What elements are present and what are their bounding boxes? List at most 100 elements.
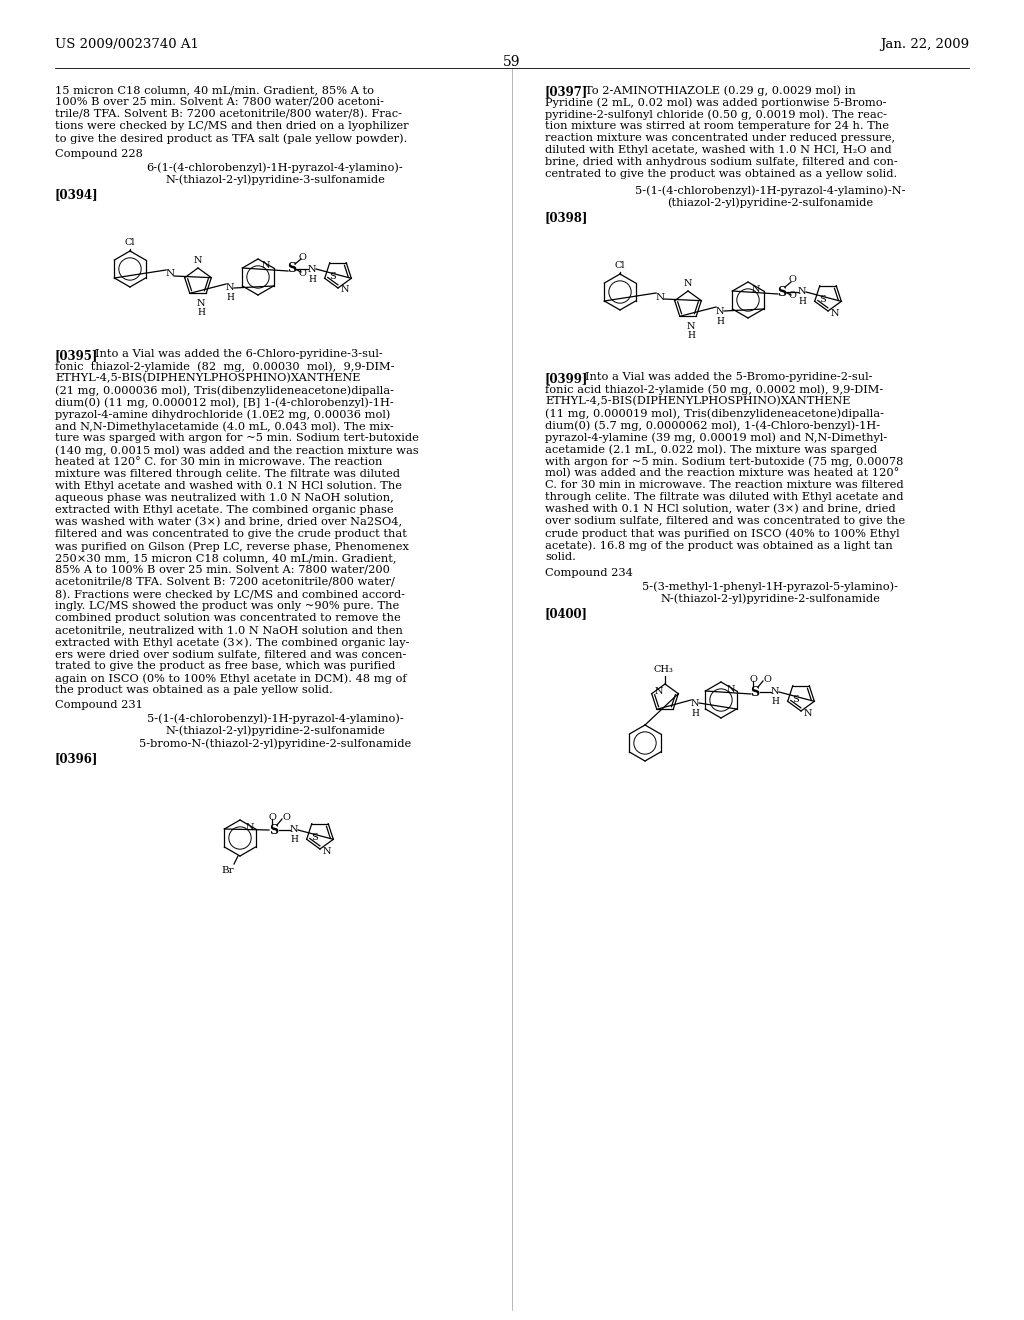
Text: ETHYL-4,5-BIS(DIPHENYLPHOSPHINO)XANTHENE: ETHYL-4,5-BIS(DIPHENYLPHOSPHINO)XANTHENE <box>55 374 360 383</box>
Text: 85% A to 100% B over 25 min. Solvent A: 7800 water/200: 85% A to 100% B over 25 min. Solvent A: … <box>55 565 390 576</box>
Text: N: N <box>197 300 206 309</box>
Text: H: H <box>798 297 806 306</box>
Text: ETHYL-4,5-BIS(DIPHENYLPHOSPHINO)XANTHENE: ETHYL-4,5-BIS(DIPHENYLPHOSPHINO)XANTHENE <box>545 396 850 407</box>
Text: acetonitrile, neutralized with 1.0 N NaOH solution and then: acetonitrile, neutralized with 1.0 N NaO… <box>55 624 402 635</box>
Text: [0399]: [0399] <box>545 372 589 385</box>
Text: mol) was added and the reaction mixture was heated at 120°: mol) was added and the reaction mixture … <box>545 469 899 479</box>
Text: N: N <box>716 306 724 315</box>
Text: N: N <box>798 288 806 297</box>
Text: tions were checked by LC/MS and then dried on a lyophilizer: tions were checked by LC/MS and then dri… <box>55 121 409 131</box>
Text: crude product that was purified on ISCO (40% to 100% Ethyl: crude product that was purified on ISCO … <box>545 528 900 539</box>
Text: S: S <box>777 285 786 298</box>
Text: H: H <box>771 697 779 706</box>
Text: H: H <box>716 317 724 326</box>
Text: 8). Fractions were checked by LC/MS and combined accord-: 8). Fractions were checked by LC/MS and … <box>55 589 406 599</box>
Text: H: H <box>691 709 699 718</box>
Text: N: N <box>290 825 298 834</box>
Text: Br: Br <box>221 866 234 875</box>
Text: acetate). 16.8 mg of the product was obtained as a light tan: acetate). 16.8 mg of the product was obt… <box>545 540 893 550</box>
Text: the product was obtained as a pale yellow solid.: the product was obtained as a pale yello… <box>55 685 333 696</box>
Text: tion mixture was stirred at room temperature for 24 h. The: tion mixture was stirred at room tempera… <box>545 121 889 131</box>
Text: C. for 30 min in microwave. The reaction mixture was filtered: C. for 30 min in microwave. The reaction… <box>545 480 903 490</box>
Text: combined product solution was concentrated to remove the: combined product solution was concentrat… <box>55 612 400 623</box>
Text: N: N <box>726 685 734 693</box>
Text: N-(thiazol-2-yl)pyridine-2-sulfonamide: N-(thiazol-2-yl)pyridine-2-sulfonamide <box>165 725 385 735</box>
Text: trile/8 TFA. Solvent B: 7200 acetonitrile/800 water/8). Frac-: trile/8 TFA. Solvent B: 7200 acetonitril… <box>55 110 402 119</box>
Text: 15 micron C18 column, 40 mL/min. Gradient, 85% A to: 15 micron C18 column, 40 mL/min. Gradien… <box>55 84 374 95</box>
Text: O: O <box>282 813 290 821</box>
Text: N: N <box>684 279 692 288</box>
Text: N: N <box>654 688 664 696</box>
Text: S: S <box>269 824 279 837</box>
Text: filtered and was concentrated to give the crude product that: filtered and was concentrated to give th… <box>55 529 407 539</box>
Text: extracted with Ethyl acetate (3×). The combined organic lay-: extracted with Ethyl acetate (3×). The c… <box>55 638 410 648</box>
Text: H: H <box>687 331 695 341</box>
Text: S: S <box>288 263 297 276</box>
Text: was washed with water (3×) and brine, dried over Na2SO4,: was washed with water (3×) and brine, dr… <box>55 517 402 528</box>
Text: N: N <box>225 284 234 293</box>
Text: N: N <box>831 309 840 318</box>
Text: S: S <box>310 833 317 842</box>
Text: N: N <box>691 698 699 708</box>
Text: trated to give the product as free base, which was purified: trated to give the product as free base,… <box>55 661 395 671</box>
Text: brine, dried with anhydrous sodium sulfate, filtered and con-: brine, dried with anhydrous sodium sulfa… <box>545 157 898 168</box>
Text: Cl: Cl <box>614 261 626 271</box>
Text: again on ISCO (0% to 100% Ethyl acetate in DCM). 48 mg of: again on ISCO (0% to 100% Ethyl acetate … <box>55 673 407 684</box>
Text: CH₃: CH₃ <box>653 665 673 675</box>
Text: (21 mg, 0.000036 mol), Tris(dibenzylideneacetone)dipalla-: (21 mg, 0.000036 mol), Tris(dibenzyliden… <box>55 385 394 396</box>
Text: N: N <box>341 285 349 294</box>
Text: N: N <box>166 269 174 279</box>
Text: N: N <box>687 322 695 331</box>
Text: pyridine-2-sulfonyl chloride (0.50 g, 0.0019 mol). The reac-: pyridine-2-sulfonyl chloride (0.50 g, 0.… <box>545 110 887 120</box>
Text: O: O <box>298 268 306 277</box>
Text: [0396]: [0396] <box>55 752 98 766</box>
Text: N-(thiazol-2-yl)pyridine-3-sulfonamide: N-(thiazol-2-yl)pyridine-3-sulfonamide <box>165 174 385 185</box>
Text: pyrazol-4-ylamine (39 mg, 0.00019 mol) and N,N-Dimethyl-: pyrazol-4-ylamine (39 mg, 0.00019 mol) a… <box>545 432 887 442</box>
Text: Compound 228: Compound 228 <box>55 149 143 158</box>
Text: S: S <box>792 694 799 704</box>
Text: H: H <box>308 275 316 284</box>
Text: N: N <box>771 688 779 697</box>
Text: dium(0) (11 mg, 0.000012 mol), [B] 1-(4-chlorobenzyl)-1H-: dium(0) (11 mg, 0.000012 mol), [B] 1-(4-… <box>55 397 394 408</box>
Text: 5-(1-(4-chlorobenzyl)-1H-pyrazol-4-ylamino)-: 5-(1-(4-chlorobenzyl)-1H-pyrazol-4-ylami… <box>146 713 403 723</box>
Text: was purified on Gilson (Prep LC, reverse phase, Phenomenex: was purified on Gilson (Prep LC, reverse… <box>55 541 409 552</box>
Text: Compound 231: Compound 231 <box>55 700 143 710</box>
Text: [0394]: [0394] <box>55 187 98 201</box>
Text: 59: 59 <box>503 55 521 69</box>
Text: pyrazol-4-amine dihydrochloride (1.0E2 mg, 0.00036 mol): pyrazol-4-amine dihydrochloride (1.0E2 m… <box>55 409 390 420</box>
Text: S: S <box>818 294 825 304</box>
Text: washed with 0.1 N HCl solution, water (3×) and brine, dried: washed with 0.1 N HCl solution, water (3… <box>545 504 896 515</box>
Text: [0397]: [0397] <box>545 84 588 98</box>
Text: ingly. LC/MS showed the product was only ~90% pure. The: ingly. LC/MS showed the product was only… <box>55 601 399 611</box>
Text: fonic acid thiazol-2-ylamide (50 mg, 0.0002 mol), 9,9-DIM-: fonic acid thiazol-2-ylamide (50 mg, 0.0… <box>545 384 884 395</box>
Text: H: H <box>226 293 233 302</box>
Text: acetonitrile/8 TFA. Solvent B: 7200 acetonitrile/800 water/: acetonitrile/8 TFA. Solvent B: 7200 acet… <box>55 577 395 587</box>
Text: 5-(1-(4-chlorobenzyl)-1H-pyrazol-4-ylamino)-N-: 5-(1-(4-chlorobenzyl)-1H-pyrazol-4-ylami… <box>635 185 905 195</box>
Text: N-(thiazol-2-yl)pyridine-2-sulfonamide: N-(thiazol-2-yl)pyridine-2-sulfonamide <box>660 593 880 603</box>
Text: 5-(3-methyl-1-phenyl-1H-pyrazol-5-ylamino)-: 5-(3-methyl-1-phenyl-1H-pyrazol-5-ylamin… <box>642 581 898 591</box>
Text: (11 mg, 0.000019 mol), Tris(dibenzylideneacetone)dipalla-: (11 mg, 0.000019 mol), Tris(dibenzyliden… <box>545 408 884 418</box>
Text: mixture was filtered through celite. The filtrate was diluted: mixture was filtered through celite. The… <box>55 469 400 479</box>
Text: Cl: Cl <box>125 238 135 247</box>
Text: N: N <box>308 264 316 273</box>
Text: (thiazol-2-yl)pyridine-2-sulfonamide: (thiazol-2-yl)pyridine-2-sulfonamide <box>667 197 873 207</box>
Text: N: N <box>655 293 665 301</box>
Text: reaction mixture was concentrated under reduced pressure,: reaction mixture was concentrated under … <box>545 133 895 143</box>
Text: fonic  thiazol-2-ylamide  (82  mg,  0.00030  mol),  9,9-DIM-: fonic thiazol-2-ylamide (82 mg, 0.00030 … <box>55 360 394 371</box>
Text: O: O <box>750 675 757 684</box>
Text: [0400]: [0400] <box>545 607 588 620</box>
Text: [0398]: [0398] <box>545 211 589 224</box>
Text: solid.: solid. <box>545 552 575 562</box>
Text: O: O <box>788 276 796 285</box>
Text: over sodium sulfate, filtered and was concentrated to give the: over sodium sulfate, filtered and was co… <box>545 516 905 525</box>
Text: N: N <box>804 709 812 718</box>
Text: with argon for ~5 min. Sodium tert-butoxide (75 mg, 0.00078: with argon for ~5 min. Sodium tert-butox… <box>545 455 903 466</box>
Text: N: N <box>751 285 760 293</box>
Text: (140 mg, 0.0015 mol) was added and the reaction mixture was: (140 mg, 0.0015 mol) was added and the r… <box>55 445 419 455</box>
Text: S: S <box>329 272 336 281</box>
Text: Into a Vial was added the 6-Chloro-pyridine-3-sul-: Into a Vial was added the 6-Chloro-pyrid… <box>95 348 383 359</box>
Text: dium(0) (5.7 mg, 0.0000062 mol), 1-(4-Chloro-benzyl)-1H-: dium(0) (5.7 mg, 0.0000062 mol), 1-(4-Ch… <box>545 420 880 430</box>
Text: centrated to give the product was obtained as a yellow solid.: centrated to give the product was obtain… <box>545 169 897 180</box>
Text: N: N <box>261 261 269 271</box>
Text: O: O <box>268 813 275 821</box>
